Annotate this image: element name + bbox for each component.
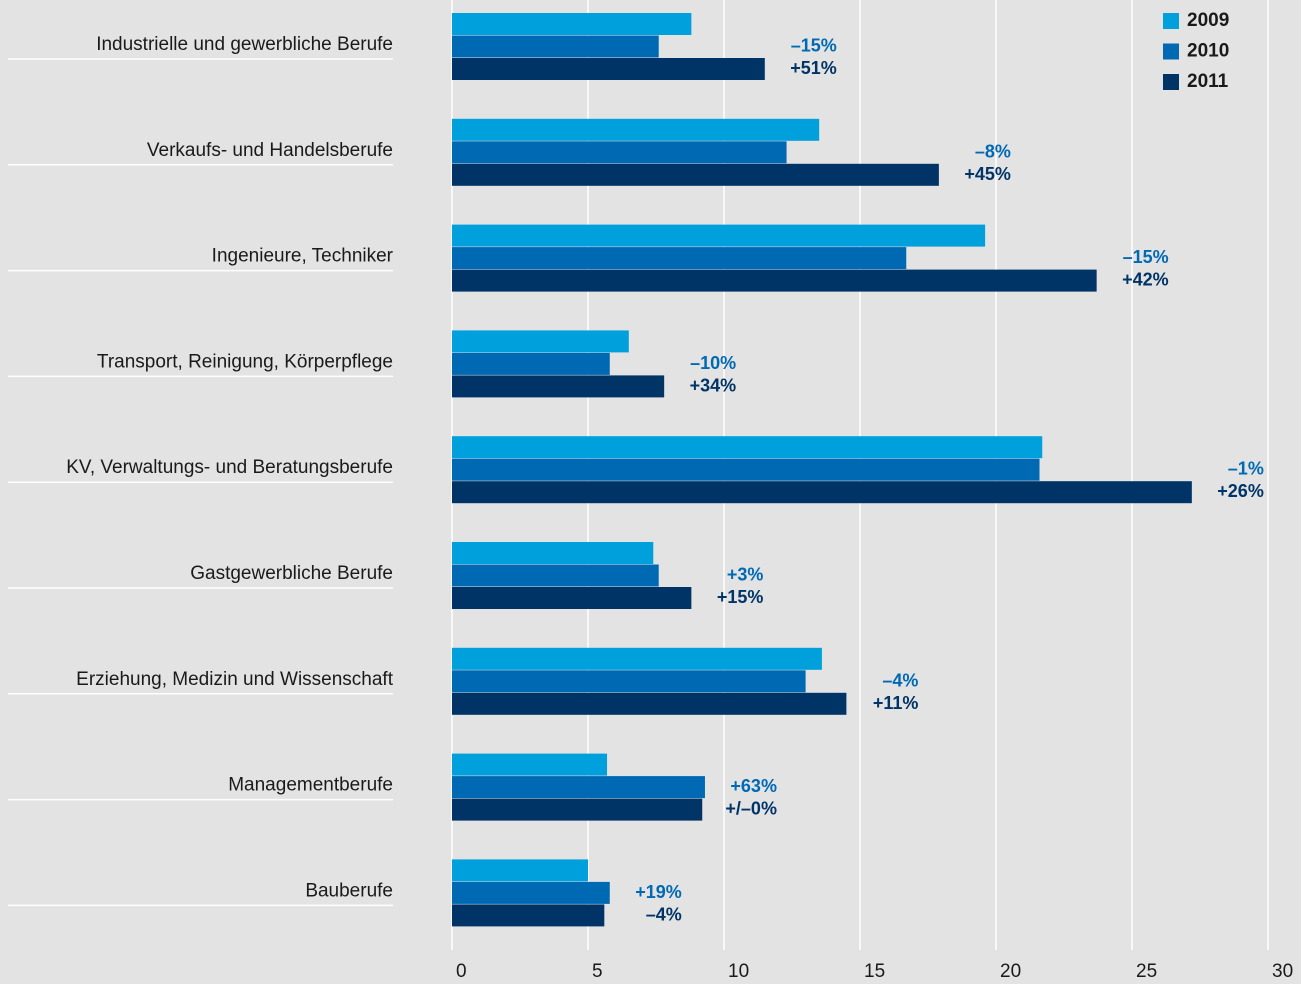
category-label: KV, Verwaltungs- und Beratungsberufe: [66, 457, 393, 478]
change-label: –4%: [646, 904, 682, 924]
x-tick-label: 25: [1136, 961, 1157, 982]
category-label: Industrielle und gewerbliche Berufe: [96, 34, 393, 55]
bar: [452, 481, 1192, 504]
bar: [452, 375, 665, 398]
change-label: +34%: [690, 375, 737, 395]
change-label: +51%: [790, 58, 837, 78]
change-label: +3%: [727, 565, 764, 585]
bar: [452, 118, 820, 141]
bar: [452, 141, 787, 164]
x-tick-label: 0: [456, 961, 467, 982]
category-label: Managementberufe: [228, 775, 393, 796]
legend-swatch: [1163, 74, 1179, 90]
bar: [452, 692, 847, 715]
change-label: +11%: [873, 693, 919, 713]
bar: [452, 904, 605, 927]
change-label: +45%: [964, 164, 1011, 184]
bar: [452, 247, 907, 270]
change-label: +19%: [635, 882, 682, 902]
legend-label: 2011: [1187, 71, 1229, 92]
x-tick-label: 30: [1272, 961, 1293, 982]
category-label: Bauberufe: [305, 880, 393, 901]
bar: [452, 587, 692, 609]
bar: [452, 753, 608, 776]
x-tick-label: 5: [592, 961, 603, 982]
bar: [452, 458, 1040, 481]
bar: [452, 859, 588, 882]
change-label: –10%: [690, 353, 736, 373]
change-label: +63%: [730, 776, 777, 796]
bar: [452, 542, 654, 564]
bar: [452, 330, 629, 353]
bar: [452, 224, 986, 247]
bar: [452, 269, 1097, 292]
bar: [452, 163, 939, 186]
bar: [452, 352, 610, 375]
x-tick-label: 15: [864, 961, 885, 982]
bar: [452, 798, 703, 821]
category-label: Verkaufs- und Handelsberufe: [147, 140, 393, 161]
category-label: Erziehung, Medizin und Wissenschaft: [76, 669, 394, 690]
change-label: +15%: [717, 587, 764, 607]
bar: [452, 647, 822, 670]
change-label: –4%: [882, 670, 918, 690]
change-label: +/–0%: [725, 799, 777, 819]
category-label: Ingenieure, Techniker: [212, 246, 394, 267]
change-label: –15%: [1123, 247, 1169, 267]
bar: [452, 670, 806, 693]
legend-swatch: [1163, 13, 1179, 29]
legend-swatch: [1163, 43, 1179, 60]
bar: [452, 436, 1043, 459]
category-label: Transport, Reinigung, Körperpflege: [97, 351, 393, 372]
bar: [452, 13, 692, 35]
change-label: –8%: [975, 141, 1011, 161]
bar: [452, 776, 705, 799]
bar: [452, 881, 610, 904]
bar: [452, 564, 659, 587]
change-label: +42%: [1122, 270, 1169, 290]
change-label: –15%: [791, 36, 837, 56]
legend-label: 2009: [1187, 10, 1229, 31]
x-tick-label: 10: [728, 961, 749, 982]
change-label: +26%: [1217, 481, 1264, 501]
bar: [452, 58, 765, 80]
legend-label: 2010: [1187, 41, 1229, 62]
change-label: –1%: [1228, 459, 1264, 479]
x-tick-label: 20: [1000, 961, 1021, 982]
bar: [452, 35, 659, 58]
category-label: Gastgewerbliche Berufe: [190, 563, 393, 584]
